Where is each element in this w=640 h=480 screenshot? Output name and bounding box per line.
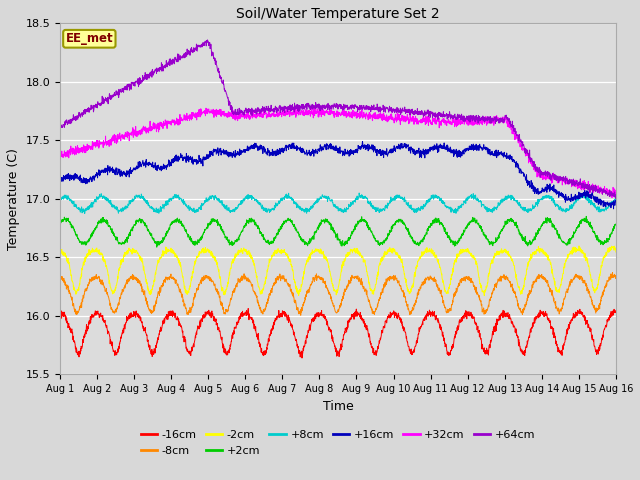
X-axis label: Time: Time: [323, 400, 353, 413]
Y-axis label: Temperature (C): Temperature (C): [7, 148, 20, 250]
Title: Soil/Water Temperature Set 2: Soil/Water Temperature Set 2: [236, 7, 440, 21]
Text: EE_met: EE_met: [65, 32, 113, 45]
Legend: -16cm, -8cm, -2cm, +2cm, +8cm, +16cm, +32cm, +64cm: -16cm, -8cm, -2cm, +2cm, +8cm, +16cm, +3…: [136, 426, 540, 460]
